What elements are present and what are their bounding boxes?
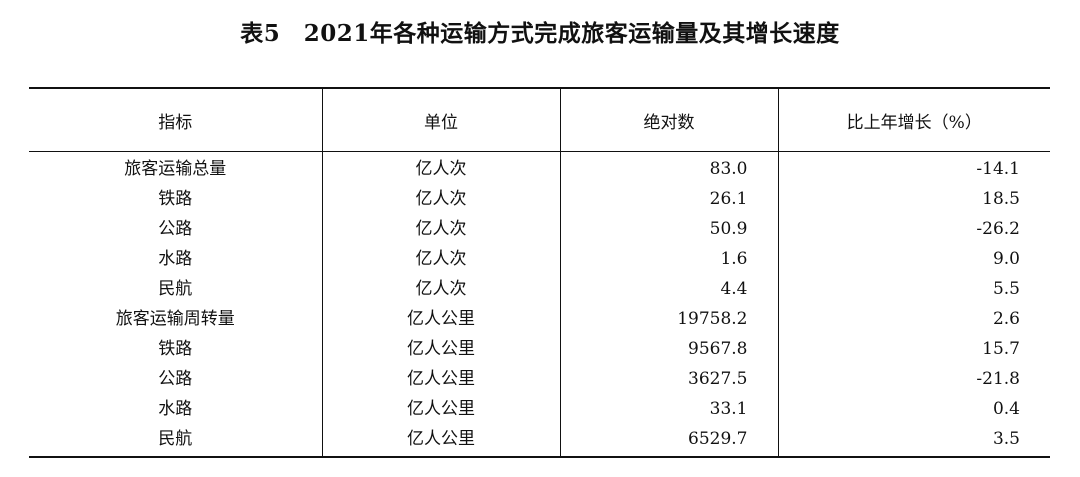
- unit-cell: 亿人次: [321, 214, 560, 244]
- growth-cell: 9.0: [777, 244, 1050, 274]
- indicator-cell: 水路: [158, 399, 193, 419]
- growth-cell: 5.5: [777, 274, 1050, 304]
- growth-cell: 2.6: [777, 304, 1050, 334]
- value-cell: 1.6: [559, 244, 778, 274]
- column-header-growth: 比上年增长（%）: [777, 88, 1050, 152]
- column-header-value: 绝对数: [559, 88, 778, 152]
- indicator-cell: 铁路: [158, 339, 193, 359]
- unit-cell: 亿人公里: [321, 304, 560, 334]
- growth-cell: -26.2: [777, 214, 1050, 244]
- value-cell: 9567.8: [559, 334, 778, 364]
- value-cell: 83.0: [559, 151, 778, 184]
- table-row: 铁路 亿人次 26.1 18.5: [29, 184, 1050, 214]
- indicator-cell: 铁路: [158, 189, 193, 209]
- table-row: 旅客运输周转量 亿人公里 19758.2 2.6: [29, 304, 1050, 334]
- table-row: 水路 亿人次 1.6 9.0: [29, 244, 1050, 274]
- table-row: 公路 亿人次 50.9 -26.2: [29, 214, 1050, 244]
- growth-cell: 18.5: [777, 184, 1050, 214]
- unit-cell: 亿人公里: [321, 364, 560, 394]
- indicator-cell: 旅客运输周转量: [115, 309, 235, 329]
- indicator-cell: 旅客运输总量: [124, 159, 227, 179]
- growth-cell: 3.5: [777, 424, 1050, 457]
- unit-cell: 亿人次: [321, 184, 560, 214]
- table-row: 民航 亿人公里 6529.7 3.5: [29, 424, 1050, 457]
- indicator-cell: 民航: [158, 279, 193, 299]
- value-cell: 33.1: [559, 394, 778, 424]
- passenger-transport-table: 指标 单位 绝对数 比上年增长（%） 旅客运输总量 亿人次 83.0 -14.1…: [29, 87, 1050, 458]
- header-row: 指标 单位 绝对数 比上年增长（%）: [29, 88, 1050, 152]
- value-cell: 26.1: [559, 184, 778, 214]
- growth-cell: -21.8: [777, 364, 1050, 394]
- indicator-cell: 民航: [158, 429, 193, 449]
- unit-cell: 亿人次: [321, 244, 560, 274]
- table-row: 公路 亿人公里 3627.5 -21.8: [29, 364, 1050, 394]
- value-cell: 50.9: [559, 214, 778, 244]
- table-title: 表5 2021年各种运输方式完成旅客运输量及其增长速度: [240, 20, 840, 47]
- value-cell: 19758.2: [559, 304, 778, 334]
- unit-cell: 亿人公里: [321, 334, 560, 364]
- table-row: 民航 亿人次 4.4 5.5: [29, 274, 1050, 304]
- indicator-cell: 公路: [158, 219, 193, 239]
- indicator-cell: 水路: [158, 249, 193, 269]
- growth-cell: 0.4: [777, 394, 1050, 424]
- unit-cell: 亿人次: [321, 151, 560, 184]
- unit-cell: 亿人公里: [321, 394, 560, 424]
- growth-cell: 15.7: [777, 334, 1050, 364]
- table-row: 旅客运输总量 亿人次 83.0 -14.1: [29, 151, 1050, 184]
- unit-cell: 亿人次: [321, 274, 560, 304]
- table-row: 铁路 亿人公里 9567.8 15.7: [29, 334, 1050, 364]
- value-cell: 3627.5: [559, 364, 778, 394]
- value-cell: 4.4: [559, 274, 778, 304]
- value-cell: 6529.7: [559, 424, 778, 457]
- unit-cell: 亿人公里: [321, 424, 560, 457]
- column-header-unit: 单位: [321, 88, 560, 152]
- indicator-cell: 公路: [158, 369, 193, 389]
- growth-cell: -14.1: [777, 151, 1050, 184]
- column-header-indicator: 指标: [29, 88, 322, 152]
- table-row: 水路 亿人公里 33.1 0.4: [29, 394, 1050, 424]
